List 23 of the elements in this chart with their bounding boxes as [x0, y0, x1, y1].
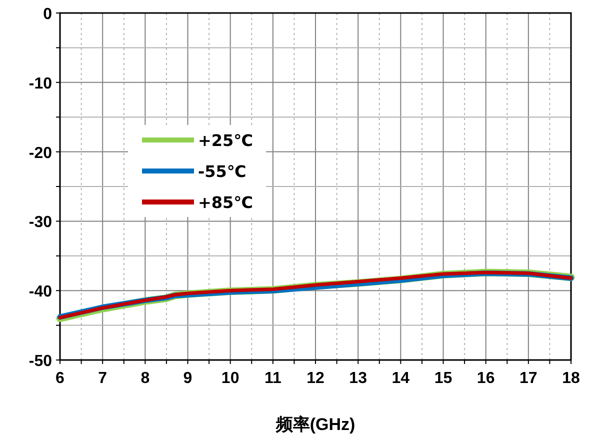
x-tick-label: 10 [221, 370, 240, 387]
x-tick-label: 11 [264, 370, 282, 387]
legend-label: +85℃ [198, 193, 254, 212]
y-tick-label: -30 [28, 214, 52, 232]
x-axis-title: 频率(GHz) [274, 415, 356, 434]
x-tick-label: 6 [56, 370, 65, 387]
x-tick-label: 18 [562, 370, 580, 387]
x-tick-label: 13 [349, 370, 368, 387]
legend-label: +25℃ [198, 131, 254, 150]
y-tick-label: -50 [28, 353, 52, 370]
y-tick-label: -10 [28, 75, 52, 92]
y-tick-label: -40 [28, 284, 52, 301]
legend-label: -55℃ [198, 162, 246, 181]
y-tick-label: -20 [28, 144, 52, 162]
x-tick-label: 7 [98, 370, 108, 387]
x-tick-label: 8 [140, 370, 150, 387]
x-tick-label: 14 [392, 370, 410, 387]
x-tick-label: 17 [520, 370, 538, 387]
y-tick-label: 0 [43, 6, 52, 23]
x-tick-label: 12 [306, 370, 324, 387]
x-tick-label: 9 [183, 370, 192, 387]
x-tick-label: 15 [434, 370, 452, 387]
x-tick-label: 16 [476, 370, 495, 387]
